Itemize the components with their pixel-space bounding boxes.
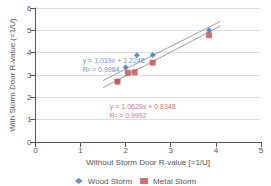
svg-text:Metal Storm: Metal Storm: [153, 177, 196, 186]
svg-text:5: 5: [27, 26, 32, 35]
svg-text:Without Storm Door R-value [=1: Without Storm Door R-value [=1/U]: [86, 158, 210, 167]
svg-text:R² = 0.9984: R² = 0.9984: [83, 66, 120, 73]
svg-text:0: 0: [33, 146, 38, 155]
svg-text:4: 4: [27, 48, 32, 57]
svg-text:With Storm Door R-value (=1/U): With Storm Door R-value (=1/U): [8, 18, 17, 132]
svg-text:Wood Storm: Wood Storm: [88, 177, 133, 186]
svg-text:y = 1.019x + 1.2246: y = 1.019x + 1.2246: [83, 57, 145, 65]
svg-text:0: 0: [27, 138, 32, 147]
svg-text:6: 6: [27, 4, 32, 13]
svg-text:3: 3: [27, 71, 32, 80]
svg-text:y = 1.0629x + 0.8348: y = 1.0629x + 0.8348: [110, 103, 176, 111]
svg-text:3: 3: [169, 146, 174, 155]
svg-text:1: 1: [78, 146, 83, 155]
svg-text:1: 1: [27, 115, 32, 124]
svg-text:4: 4: [214, 146, 219, 155]
svg-text:5: 5: [259, 146, 264, 155]
svg-text:2: 2: [27, 93, 32, 102]
svg-text:2: 2: [123, 146, 128, 155]
svg-text:R² = 0.9992: R² = 0.9992: [110, 112, 147, 119]
